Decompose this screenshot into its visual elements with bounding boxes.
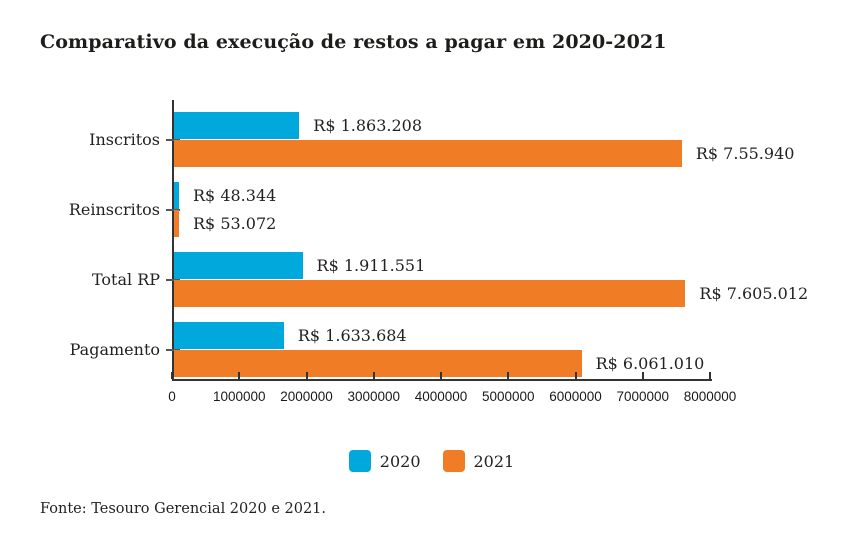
- legend: 2020 2021: [0, 450, 863, 472]
- x-axis-tick: [641, 372, 644, 379]
- bar-2020-reinscritos: [174, 182, 179, 209]
- x-axis-tick-label: 3000000: [347, 389, 401, 404]
- x-axis-tick: [507, 372, 510, 379]
- x-axis-tick: [372, 372, 375, 379]
- source-note: Fonte: Tesouro Gerencial 2020 e 2021.: [40, 501, 327, 517]
- bar-2021-pagamento: [174, 350, 582, 377]
- x-axis-tick-label: 8000000: [683, 389, 737, 404]
- y-axis-tick: [166, 349, 180, 351]
- x-axis-tick: [305, 372, 308, 379]
- y-axis-tick: [166, 139, 180, 141]
- chart-title: Comparativo da execução de restos a paga…: [40, 31, 667, 53]
- category-label-3: Total RP: [91, 270, 160, 289]
- y-axis-tick: [166, 279, 180, 281]
- x-axis-tick: [171, 372, 173, 379]
- bar-2021-reinscritos: [174, 210, 179, 237]
- bar-value-label: R$ 48.344: [193, 186, 277, 205]
- bar-value-label: R$ 1.911.551: [316, 256, 426, 275]
- x-axis-tick: [238, 372, 241, 379]
- category-label-1: Inscritos: [89, 130, 160, 149]
- bar-2020-pagamento: [174, 322, 284, 349]
- legend-label-2021: 2021: [473, 451, 515, 471]
- x-axis-tick: [440, 372, 442, 379]
- bar-value-label: R$ 6.061.010: [595, 354, 705, 373]
- x-axis-tick-label: 5000000: [481, 389, 535, 404]
- legend-item-2020: 2020: [348, 450, 421, 472]
- legend-swatch-2021: [442, 450, 465, 472]
- bar-value-label: R$ 7.55.940: [695, 144, 795, 163]
- x-axis-tick-label: 6000000: [549, 389, 602, 404]
- bar-value-label: R$ 7.605.012: [699, 284, 809, 303]
- x-axis-tick: [709, 372, 711, 379]
- legend-swatch-2020: [348, 450, 371, 472]
- bar-2021-inscritos: [174, 140, 682, 167]
- x-axis-tick-label: 4000000: [414, 389, 468, 404]
- x-axis-tick-label: 0: [168, 389, 176, 404]
- y-axis-tick: [166, 209, 180, 211]
- bar-value-label: R$ 1.863.208: [313, 116, 423, 135]
- x-axis-tick: [574, 372, 577, 379]
- legend-label-2020: 2020: [379, 451, 421, 471]
- bar-value-label: R$ 1.633.684: [297, 326, 407, 345]
- bar-2020-inscritos: [174, 112, 300, 139]
- legend-item-2021: 2021: [442, 450, 515, 472]
- x-axis-tick-label: 1000000: [212, 389, 266, 404]
- category-label-4: Pagamento: [69, 340, 160, 359]
- bar-2021-total-rp: [174, 280, 686, 307]
- x-axis-tick-label: 7000000: [616, 389, 670, 404]
- x-axis-tick-label: 2000000: [280, 389, 333, 404]
- bar-value-label: R$ 53.072: [193, 214, 277, 233]
- bar-2020-total-rp: [174, 252, 303, 279]
- plot-area: [172, 100, 712, 381]
- category-label-2: Reinscritos: [68, 200, 160, 219]
